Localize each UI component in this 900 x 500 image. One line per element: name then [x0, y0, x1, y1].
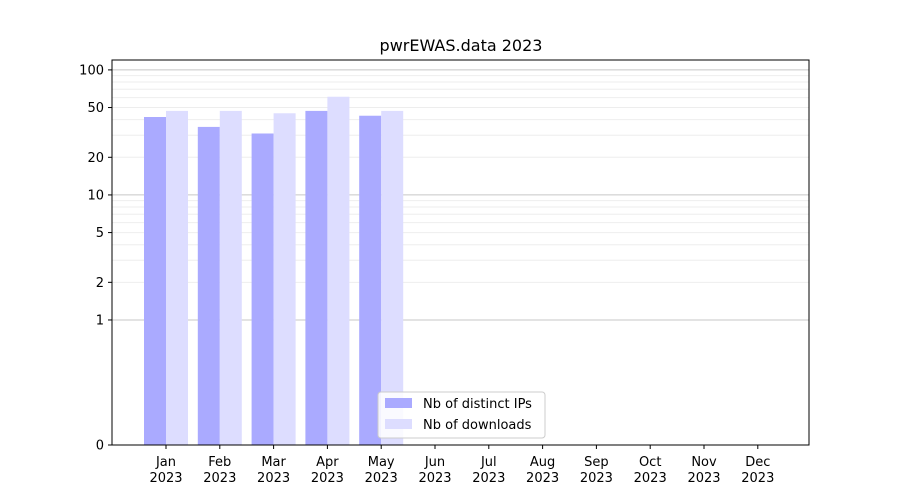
legend-swatch	[385, 398, 412, 408]
y-tick-label: 100	[79, 63, 104, 78]
x-tick-label: Dec 2023	[741, 455, 774, 486]
legend-label: Nb of distinct IPs	[423, 397, 532, 412]
bar-nb-of-downloads-3	[327, 96, 350, 445]
x-tick-label: Nov 2023	[687, 455, 720, 486]
y-tick-label: 2	[96, 276, 104, 291]
x-tick-label: Mar 2023	[257, 455, 290, 486]
x-tick-label: Apr 2023	[311, 455, 344, 486]
chart-title: pwrEWAS.data 2023	[380, 36, 543, 55]
y-tick-label: 0	[96, 439, 104, 454]
legend-box	[377, 391, 546, 439]
x-axis-ticks: Jan 2023 Feb 2023 Mar 2023 Apr 2023 May 2023 Jun 20…	[149, 445, 774, 486]
y-axis-ticks: 0 1 2 5 10 20 50 100	[79, 63, 112, 454]
bar-nb-of-downloads-2	[273, 113, 296, 445]
x-tick-label: Jun 2023	[418, 455, 451, 486]
x-tick-label: Aug 2023	[526, 455, 559, 486]
plot-frame	[111, 59, 810, 446]
legend: Nb of distinct IPs Nb of downloads	[377, 391, 546, 439]
x-tick-label: Jul 2023	[472, 455, 505, 486]
x-tick-label: Jan 2023	[149, 455, 182, 486]
x-tick-label: Sep 2023	[580, 455, 613, 486]
bar-nb-of-downloads-1	[219, 110, 242, 445]
bars	[144, 96, 404, 446]
bar-nb-of-distinct-ips-4	[359, 115, 382, 445]
y-tick-label: 20	[87, 151, 104, 166]
bar-nb-of-distinct-ips-1	[197, 126, 220, 446]
y-tick-label: 50	[87, 101, 104, 116]
x-tick-label: Oct 2023	[634, 455, 667, 486]
legend-swatch	[385, 419, 412, 429]
x-tick-label: Feb 2023	[203, 455, 236, 486]
bar-nb-of-distinct-ips-3	[305, 110, 328, 445]
bar-nb-of-distinct-ips-2	[251, 133, 274, 445]
bar-nb-of-downloads-4	[381, 110, 404, 445]
y-tick-label: 10	[87, 188, 104, 203]
y-tick-label: 5	[96, 226, 104, 241]
bar-nb-of-distinct-ips-0	[144, 117, 166, 445]
y-tick-label: 1	[96, 313, 104, 328]
legend-label: Nb of downloads	[423, 418, 532, 433]
bar-nb-of-downloads-0	[166, 110, 188, 445]
x-tick-label: May 2023	[365, 455, 398, 486]
